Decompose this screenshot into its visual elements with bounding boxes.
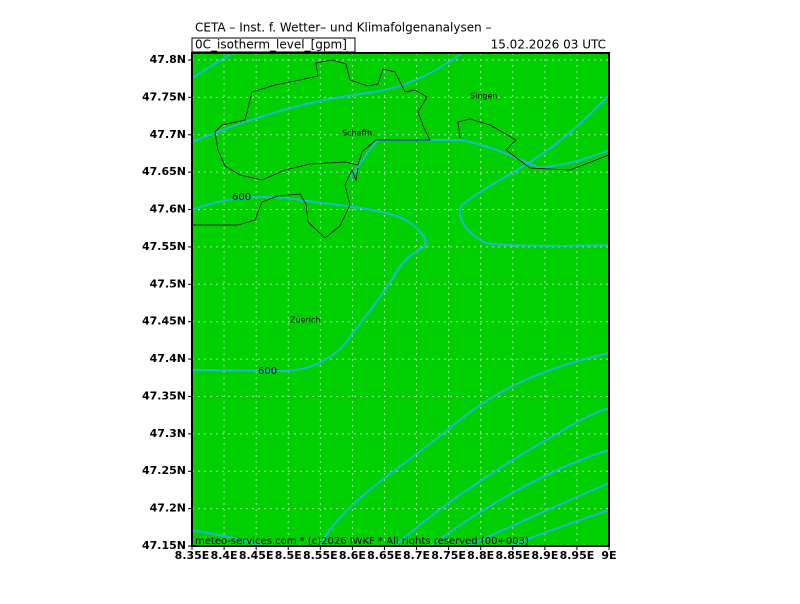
border bbox=[192, 167, 359, 239]
place-label: Schaffh. bbox=[342, 129, 375, 138]
x-tick-label: 8.95E bbox=[560, 549, 595, 562]
x-tick-label: 8.9E bbox=[531, 549, 558, 562]
x-tick-label: 8.65E bbox=[367, 549, 402, 562]
x-tick-label: 8.7E bbox=[403, 549, 430, 562]
contour bbox=[191, 196, 427, 373]
x-tick-label: 8.6E bbox=[339, 549, 366, 562]
field-name: 0C_isotherm_level_[gpm] bbox=[195, 38, 347, 52]
contour bbox=[349, 139, 610, 179]
y-tick-label: 47.8N bbox=[150, 53, 186, 66]
x-tick-label: 8.4E bbox=[211, 549, 238, 562]
place-label: Zuerich bbox=[290, 316, 320, 325]
y-tick-label: 47.2N bbox=[150, 502, 186, 515]
contours bbox=[191, 52, 610, 547]
map-area bbox=[192, 53, 609, 546]
contour bbox=[394, 407, 610, 547]
x-tick-label: 8.85E bbox=[495, 549, 530, 562]
contour bbox=[191, 529, 263, 547]
y-tick-label: 47.35N bbox=[142, 389, 186, 402]
y-tick-label: 47.75N bbox=[142, 90, 186, 103]
footer: meteo-services.com * (c)2026 IWKF * All … bbox=[195, 536, 529, 547]
contour bbox=[191, 52, 463, 143]
contour-label: 600 bbox=[232, 192, 251, 203]
y-tick-label: 47.3N bbox=[150, 427, 186, 440]
y-tick-label: 47.7N bbox=[150, 128, 186, 141]
x-tick-label: 8.45E bbox=[239, 549, 274, 562]
y-tick-label: 47.6N bbox=[150, 203, 186, 216]
map-frame bbox=[191, 52, 610, 547]
border bbox=[457, 118, 610, 171]
x-tick-label: 9E bbox=[601, 549, 616, 562]
contour bbox=[467, 482, 610, 547]
borders bbox=[192, 59, 610, 239]
contour bbox=[509, 509, 610, 547]
y-tick-label: 47.4N bbox=[150, 352, 186, 365]
contour bbox=[429, 449, 610, 547]
y-tick-label: 47.25N bbox=[142, 464, 186, 477]
y-tick-label: 47.5N bbox=[150, 277, 186, 290]
x-tick-label: 8.55E bbox=[303, 549, 338, 562]
valid-time: 15.02.2026 03 UTC bbox=[491, 38, 606, 52]
x-tick-label: 8.75E bbox=[431, 549, 466, 562]
place-label: Singen bbox=[470, 92, 497, 101]
border bbox=[214, 59, 431, 181]
y-tick-label: 47.55N bbox=[142, 240, 186, 253]
y-tick-label: 47.15N bbox=[142, 539, 186, 552]
x-tick-label: 8.35E bbox=[175, 549, 210, 562]
contour bbox=[458, 94, 610, 247]
contour bbox=[319, 352, 610, 547]
contour bbox=[191, 52, 233, 79]
x-tick-label: 8.8E bbox=[467, 549, 494, 562]
y-tick-label: 47.45N bbox=[142, 315, 186, 328]
contour-label: 600 bbox=[258, 366, 277, 377]
x-tick-label: 8.5E bbox=[275, 549, 302, 562]
title: CETA – Inst. f. Wetter– und Klimafolgena… bbox=[195, 21, 492, 35]
y-tick-label: 47.65N bbox=[142, 165, 186, 178]
